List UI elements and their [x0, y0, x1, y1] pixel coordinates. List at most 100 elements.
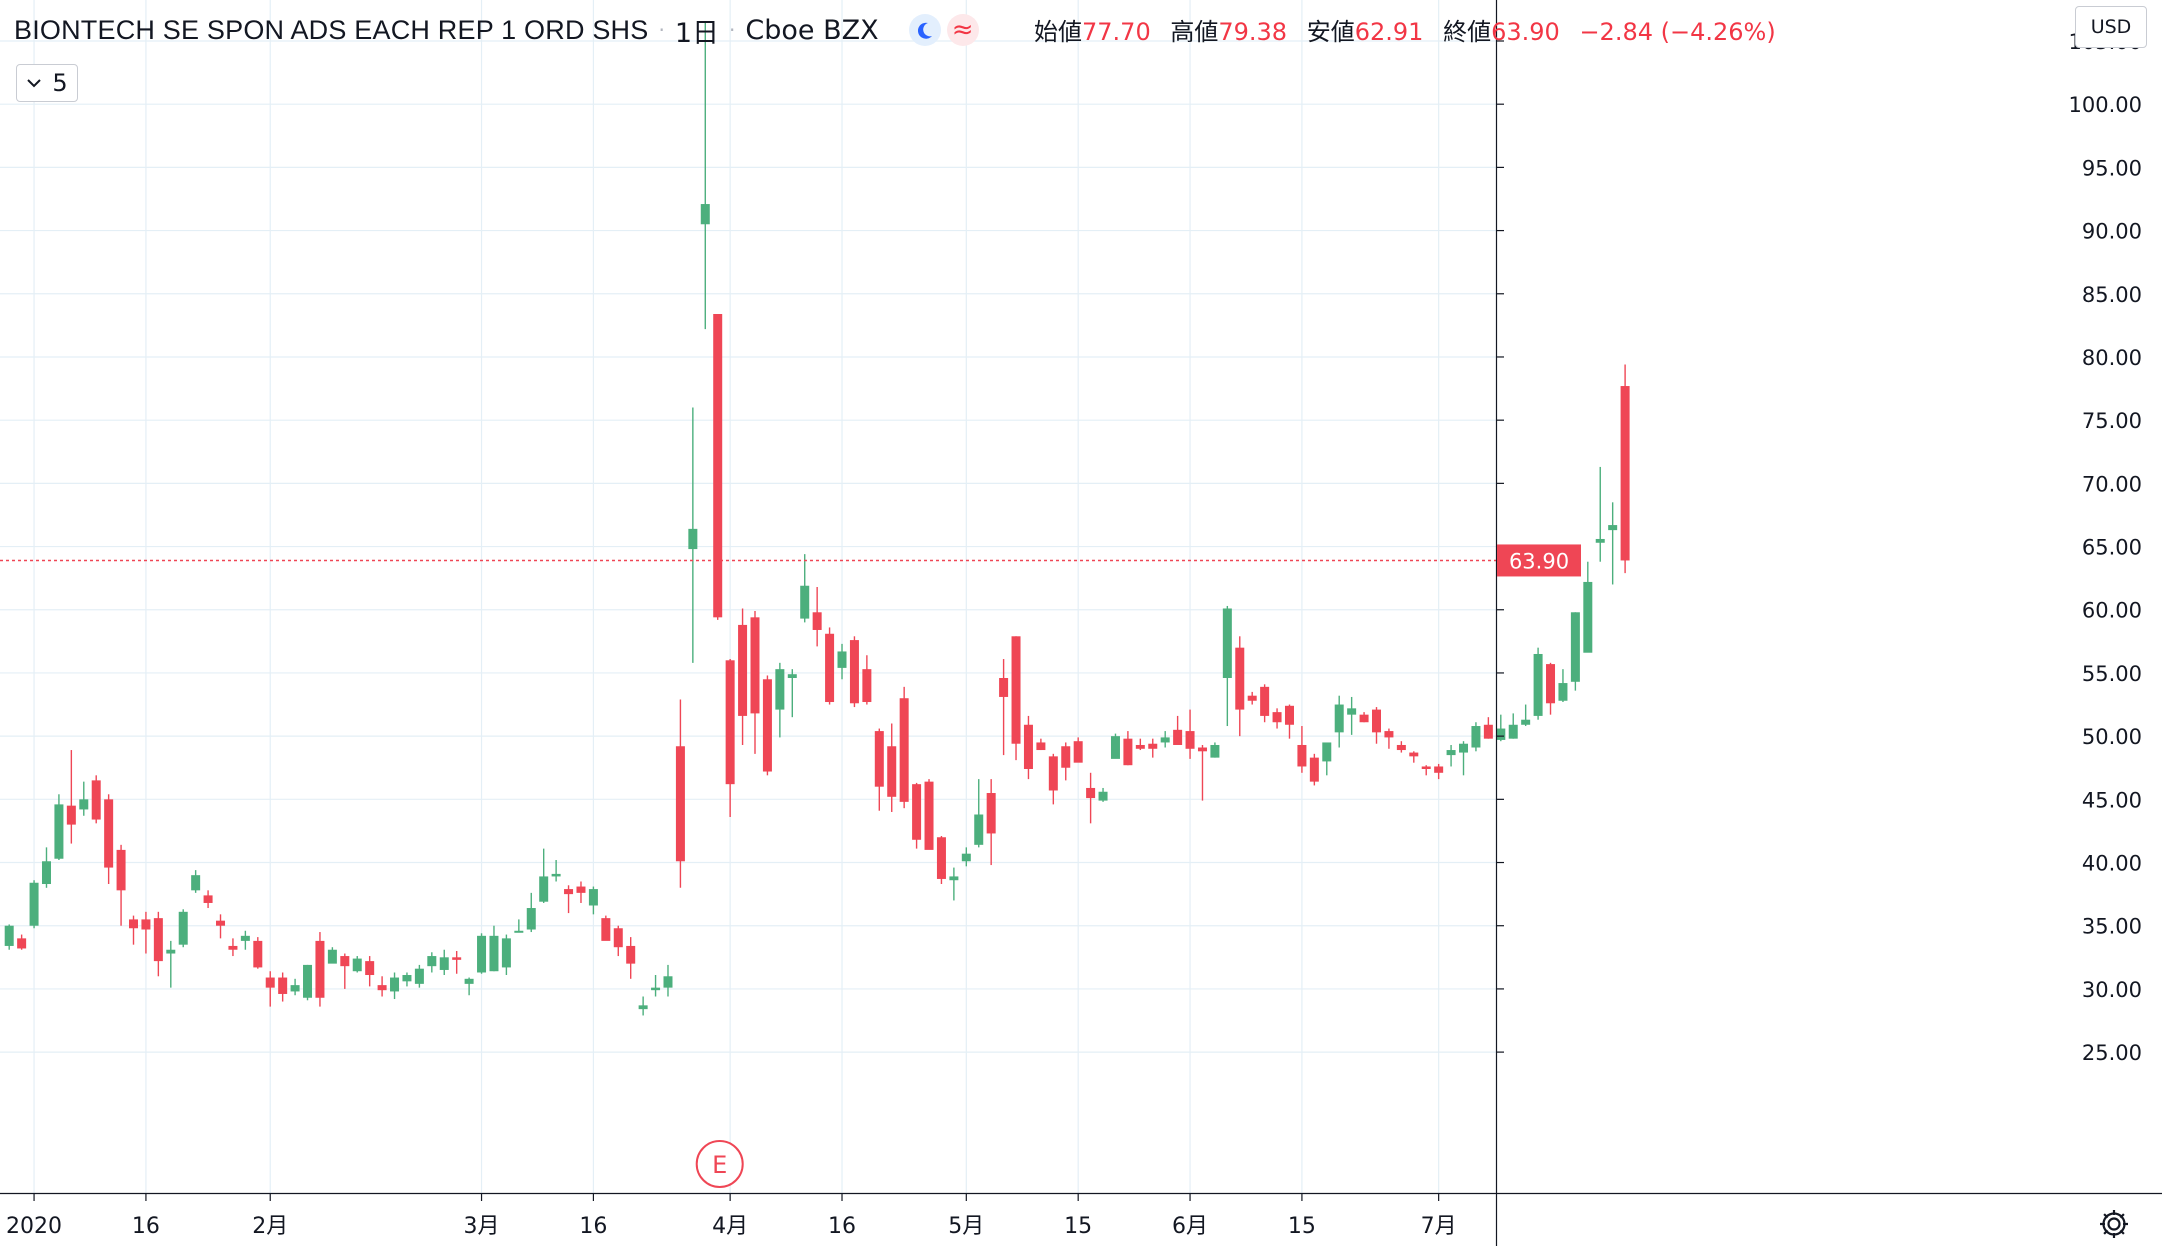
candle[interactable]: [1210, 742, 1220, 758]
candle[interactable]: [849, 636, 859, 708]
candle[interactable]: [638, 996, 648, 1016]
candle[interactable]: [999, 659, 1009, 756]
candle[interactable]: [825, 627, 835, 705]
candle[interactable]: [352, 956, 362, 973]
candle[interactable]: [1309, 753, 1319, 786]
candle[interactable]: [489, 925, 499, 972]
candle[interactable]: [1508, 713, 1518, 739]
candle[interactable]: [290, 978, 300, 996]
candle[interactable]: [1061, 742, 1071, 781]
candle[interactable]: [253, 937, 263, 969]
candle[interactable]: [1558, 669, 1568, 703]
candle[interactable]: [1396, 741, 1406, 753]
candle[interactable]: [725, 659, 735, 818]
candle[interactable]: [1595, 466, 1605, 562]
candle[interactable]: [41, 847, 51, 888]
candle[interactable]: [750, 611, 760, 754]
candle[interactable]: [1235, 636, 1245, 737]
candle[interactable]: [700, 22, 710, 330]
candle[interactable]: [1570, 612, 1580, 691]
candle[interactable]: [166, 940, 176, 988]
candle[interactable]: [141, 911, 151, 954]
candle[interactable]: [4, 924, 14, 950]
candle[interactable]: [1533, 647, 1543, 720]
candle[interactable]: [1608, 502, 1618, 585]
candle[interactable]: [1483, 717, 1493, 739]
candle[interactable]: [986, 779, 996, 866]
candle[interactable]: [812, 586, 822, 647]
candle[interactable]: [874, 728, 884, 811]
candle[interactable]: [974, 779, 984, 848]
candle[interactable]: [1521, 704, 1531, 727]
candle[interactable]: [439, 949, 449, 976]
candle[interactable]: [899, 686, 909, 809]
candle[interactable]: [675, 699, 685, 888]
candle[interactable]: [1359, 712, 1369, 723]
candle[interactable]: [1409, 751, 1419, 763]
price-axis[interactable]: 105.00100.0095.0090.0085.0080.0075.0070.…: [1496, 30, 2142, 1065]
earnings-marker-icon[interactable]: [695, 1140, 744, 1188]
candle[interactable]: [526, 892, 536, 933]
candle[interactable]: [949, 867, 959, 901]
earnings-layer[interactable]: E: [695, 1140, 744, 1188]
candle[interactable]: [1148, 738, 1158, 758]
candle[interactable]: [936, 835, 946, 885]
candle[interactable]: [79, 781, 89, 816]
candle[interactable]: [1297, 726, 1307, 773]
candle[interactable]: [1459, 741, 1469, 776]
candle[interactable]: [800, 554, 810, 623]
time-axis[interactable]: 2020 16 2月 3月 16 4月 16 5月 15 6月 15 7月: [6, 1193, 1457, 1239]
candle[interactable]: [738, 608, 748, 745]
candle[interactable]: [1036, 738, 1046, 751]
candle[interactable]: [613, 925, 623, 957]
candle[interactable]: [464, 977, 474, 996]
candle[interactable]: [862, 655, 872, 705]
candle[interactable]: [1247, 691, 1257, 705]
candle[interactable]: [539, 848, 549, 903]
candle[interactable]: [1048, 753, 1058, 805]
candle[interactable]: [228, 938, 238, 957]
candle[interactable]: [390, 972, 400, 1000]
candle[interactable]: [1086, 772, 1096, 824]
candle[interactable]: [713, 313, 723, 620]
candle[interactable]: [1023, 715, 1033, 780]
symbol-name[interactable]: BIONTECH SE SPON ADS EACH REP 1 ORD SHS: [14, 14, 649, 45]
candle[interactable]: [1123, 731, 1133, 766]
candle[interactable]: [1173, 715, 1183, 745]
candle[interactable]: [837, 643, 847, 680]
candle[interactable]: [365, 956, 375, 987]
candle[interactable]: [1496, 714, 1506, 742]
candle[interactable]: [1347, 696, 1357, 735]
candle[interactable]: [315, 932, 325, 1007]
candle[interactable]: [54, 794, 64, 860]
candle[interactable]: [414, 964, 424, 988]
candle[interactable]: [91, 775, 101, 824]
candle[interactable]: [191, 870, 201, 893]
candle[interactable]: [1098, 787, 1108, 802]
candle[interactable]: [1110, 733, 1120, 759]
candle[interactable]: [576, 881, 586, 903]
candle[interactable]: [1583, 561, 1593, 653]
candle[interactable]: [1322, 742, 1332, 776]
candle[interactable]: [340, 953, 350, 989]
candle[interactable]: [1185, 709, 1195, 759]
candle[interactable]: [104, 794, 114, 885]
candle[interactable]: [116, 844, 126, 926]
candle[interactable]: [787, 669, 797, 718]
candle[interactable]: [688, 407, 698, 663]
candle[interactable]: [551, 859, 561, 882]
candle[interactable]: [514, 919, 524, 933]
interval-label[interactable]: 1日: [674, 17, 720, 49]
candle[interactable]: [178, 909, 188, 948]
candle[interactable]: [1160, 731, 1170, 748]
candle[interactable]: [129, 915, 138, 945]
candle[interactable]: [775, 662, 785, 738]
candle[interactable]: [501, 934, 511, 976]
candle[interactable]: [427, 952, 437, 973]
candle[interactable]: [924, 779, 934, 850]
candle[interactable]: [1272, 708, 1282, 729]
candle[interactable]: [663, 964, 673, 997]
interval-selector[interactable]: 5: [16, 64, 78, 102]
candle[interactable]: [912, 782, 922, 849]
